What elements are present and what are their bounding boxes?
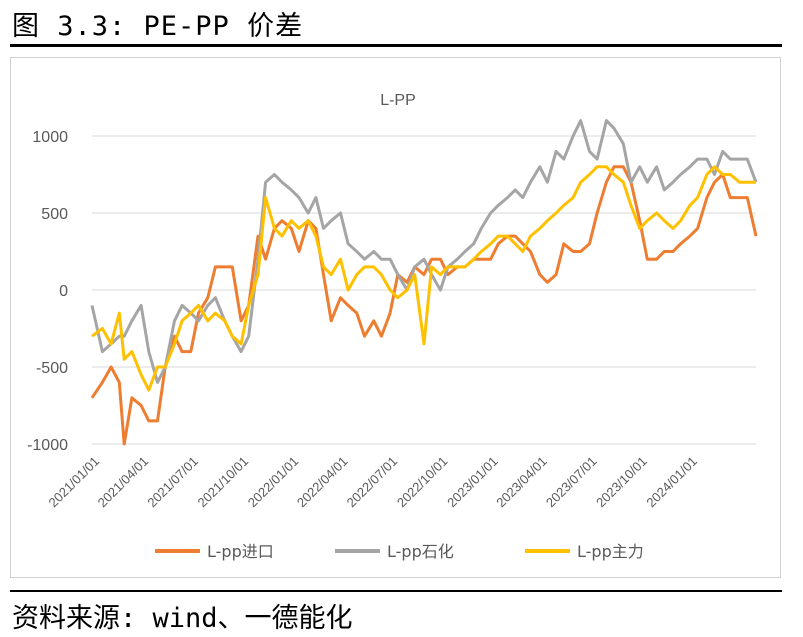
chart-title: L-PP <box>380 92 416 109</box>
legend-label: L-pp石化 <box>387 542 454 561</box>
x-tick-label: 2021/07/01 <box>144 454 201 511</box>
figure-title: 图 3.3: PE-PP 价差 <box>12 11 304 42</box>
chart-frame <box>10 57 781 578</box>
x-tick-labels: 2021/01/012021/04/012021/07/012021/10/01… <box>45 454 700 511</box>
x-tick-label: 2023/07/01 <box>543 454 600 511</box>
x-tick-label: 2021/04/01 <box>95 454 152 511</box>
y-tick-label: 1000 <box>32 129 68 146</box>
series-line-2 <box>90 119 758 384</box>
x-tick-label: 2021/01/01 <box>45 454 102 511</box>
series-lines <box>90 119 758 446</box>
bottom-rule <box>10 590 782 592</box>
legend-label: L-pp进口 <box>207 542 274 561</box>
x-tick-label: 2022/04/01 <box>294 454 351 511</box>
y-tick-label: 0 <box>59 283 68 300</box>
x-tick-label: 2022/01/01 <box>245 454 302 511</box>
source-note: 资料来源: wind、一德能化 <box>12 603 353 634</box>
x-tick-label: 2023/04/01 <box>493 454 550 511</box>
legend: L-pp进口 L-pp石化 L-pp主力 <box>155 542 644 561</box>
series-line-1 <box>90 165 758 446</box>
y-tick-label: 500 <box>41 206 68 223</box>
x-tick-label: 2021/10/01 <box>195 454 252 511</box>
series-line-3 <box>91 165 756 392</box>
x-tick-label: 2023/10/01 <box>593 454 650 511</box>
x-tick-label: 2022/10/01 <box>394 454 451 511</box>
y-tick-labels: 1000 500 0 -500 -1000 <box>27 129 68 454</box>
legend-label: L-pp主力 <box>577 542 644 561</box>
x-tick-label: 2023/01/01 <box>444 454 501 511</box>
x-tick-label: 2022/07/01 <box>344 454 401 511</box>
grid-lines <box>92 135 756 445</box>
y-tick-label: -1000 <box>27 437 68 454</box>
x-tick-label: 2024/01/01 <box>643 454 700 511</box>
top-rule <box>10 44 782 47</box>
y-tick-label: -500 <box>36 360 68 377</box>
